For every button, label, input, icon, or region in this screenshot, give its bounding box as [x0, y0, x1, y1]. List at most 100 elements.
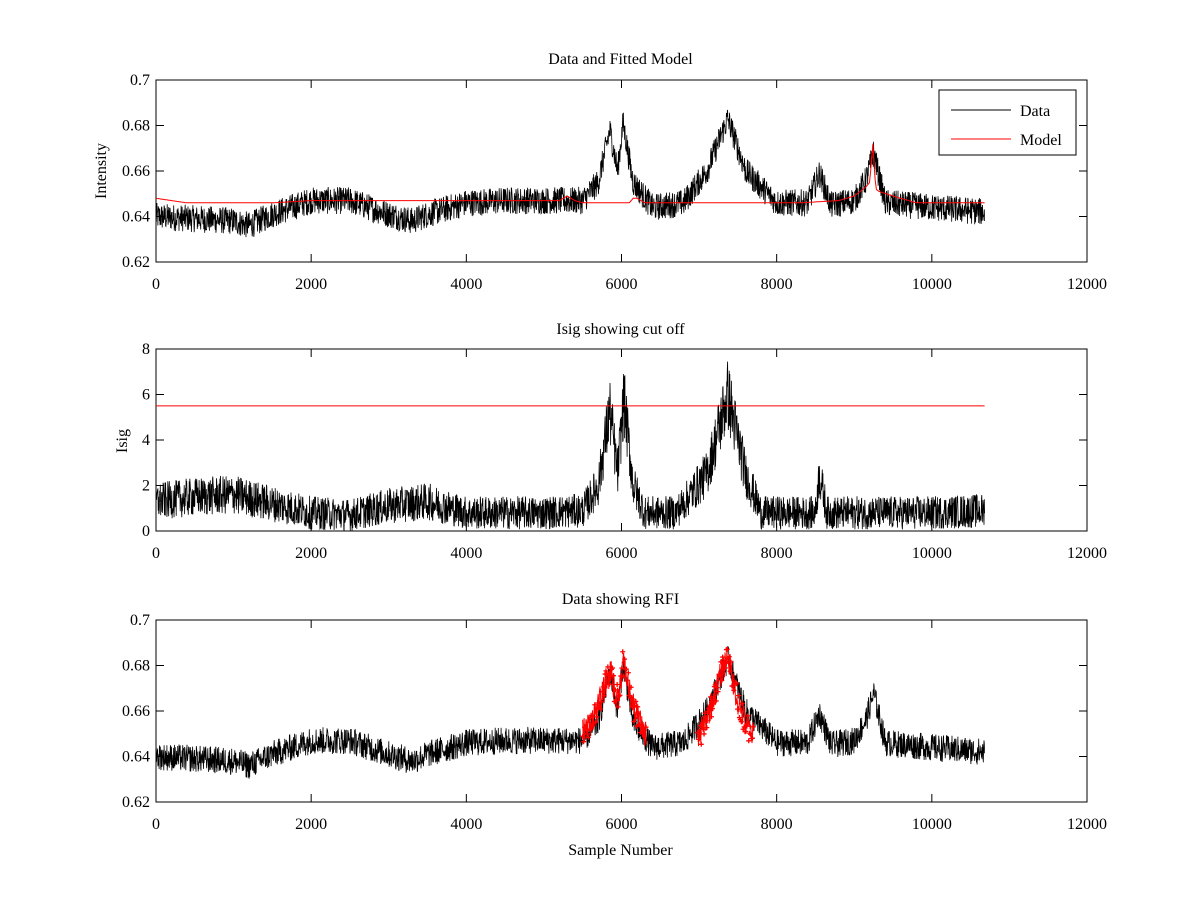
y-tick-label: 0.62 — [122, 794, 150, 811]
rfi-marker — [748, 731, 754, 737]
rfi-marker — [709, 706, 715, 712]
rfi-marker — [707, 705, 713, 711]
rfi-marker — [717, 672, 723, 678]
y-tick-label: 2 — [142, 478, 150, 495]
rfi-marker — [743, 728, 749, 734]
rfi-marker — [739, 700, 745, 706]
rfi-marker — [624, 677, 630, 683]
rfi-marker — [745, 713, 751, 719]
rfi-marker — [718, 659, 724, 665]
x-tick-label: 0 — [152, 545, 160, 562]
y-tick-label: 0.64 — [122, 209, 150, 226]
y-tick-label: 0.62 — [122, 254, 150, 271]
rfi-marker — [614, 682, 620, 688]
rfi-marker — [722, 665, 728, 671]
rfi-marker — [701, 731, 707, 737]
rfi-marker — [703, 718, 709, 724]
rfi-marker — [741, 724, 747, 730]
x-tick-label: 12000 — [1067, 276, 1107, 293]
rfi-marker — [615, 704, 621, 710]
rfi-marker — [610, 665, 615, 671]
y-tick-label: 0 — [142, 523, 150, 540]
rfi-marker — [593, 719, 599, 725]
x-tick-label: 4000 — [450, 276, 482, 293]
x-tick-label: 0 — [152, 276, 160, 293]
rfi-marker — [595, 700, 601, 706]
rfi-marker — [634, 723, 640, 729]
rfi-marker — [720, 654, 726, 660]
panel-3-title: Data showing RFI — [562, 591, 679, 608]
legend: Data Model — [938, 89, 1077, 156]
rfi-marker — [620, 649, 626, 655]
rfi-marker — [738, 719, 744, 725]
x-tick-label: 0 — [152, 816, 160, 833]
rfi-marker — [728, 659, 734, 665]
panel-1-ylabel: Intensity — [93, 143, 110, 199]
rfi-marker — [735, 706, 741, 712]
rfi-marker — [699, 720, 705, 726]
panel-2-ylabel: Isig — [114, 429, 131, 453]
rfi-marker — [702, 710, 708, 716]
y-tick-label: 4 — [142, 432, 150, 449]
rfi-marker — [601, 693, 607, 699]
series-line — [156, 361, 985, 531]
rfi-marker — [726, 654, 732, 660]
rfi-marker — [715, 689, 721, 695]
rfi-marker — [627, 695, 633, 701]
x-tick-label: 4000 — [450, 545, 482, 562]
rfi-marker — [713, 698, 719, 704]
rfi-marker — [612, 687, 618, 693]
x-tick-label: 2000 — [295, 276, 327, 293]
x-tick-label: 10000 — [912, 545, 952, 562]
rfi-marker — [735, 693, 741, 699]
rfi-marker — [633, 698, 639, 704]
rfi-marker — [708, 714, 714, 720]
rfi-marker — [710, 701, 716, 707]
panel-2-ticks: 0 2000 4000 6000 8000 10000 12000 0 2 4 6 8 — [142, 341, 1107, 562]
series-model-line — [156, 143, 985, 204]
x-tick-label: 8000 — [761, 276, 793, 293]
y-tick-label: 6 — [142, 387, 150, 404]
x-tick-label: 2000 — [295, 816, 327, 833]
rfi-marker — [623, 666, 629, 672]
rfi-marker — [581, 739, 587, 745]
rfi-marker — [746, 738, 752, 744]
x-tick-label: 10000 — [912, 816, 952, 833]
rfi-marker — [622, 656, 628, 662]
rfi-marker — [629, 704, 635, 710]
rfi-series-line — [697, 649, 754, 747]
rfi-marker — [719, 678, 725, 684]
rfi-marker — [714, 685, 720, 691]
rfi-marker — [583, 727, 589, 733]
rfi-marker — [599, 689, 605, 695]
rfi-marker — [594, 714, 600, 720]
rfi-marker — [607, 681, 613, 687]
rfi-marker — [712, 682, 718, 688]
panel-rfi: Data showing RFI 0 2000 4000 6000 8000 10000 1… — [122, 591, 1107, 859]
panel-2-title: Isig showing cut off — [556, 321, 685, 338]
x-tick-label: 6000 — [606, 276, 638, 293]
rfi-marker — [731, 687, 737, 693]
panel-3-xlabel: Sample Number — [568, 842, 673, 859]
x-tick-label: 12000 — [1067, 816, 1107, 833]
rfi-marker — [698, 741, 704, 747]
rfi-marker — [589, 714, 595, 720]
rfi-marker — [724, 646, 730, 652]
series-line — [156, 646, 985, 779]
rfi-marker — [608, 674, 614, 680]
rfi-marker — [625, 670, 631, 676]
rfi-marker — [696, 729, 702, 735]
rfi-marker — [621, 673, 627, 679]
y-tick-label: 0.7 — [130, 612, 150, 629]
rfi-marker — [610, 673, 616, 679]
y-tick-label: 0.68 — [122, 118, 150, 135]
panel-isig: Isig showing cut off Isig 0 2000 4000 6000 8… — [114, 321, 1107, 562]
legend-box — [938, 89, 1077, 156]
rfi-marker — [586, 726, 592, 732]
rfi-marker — [600, 684, 606, 690]
rfi-marker — [750, 724, 756, 730]
panel-data-and-model: Data and Fitted Model Intensity 0 2000 400… — [93, 51, 1107, 293]
y-tick-label: 0.66 — [122, 703, 150, 720]
rfi-marker — [708, 694, 714, 700]
rfi-markers — [695, 646, 756, 747]
